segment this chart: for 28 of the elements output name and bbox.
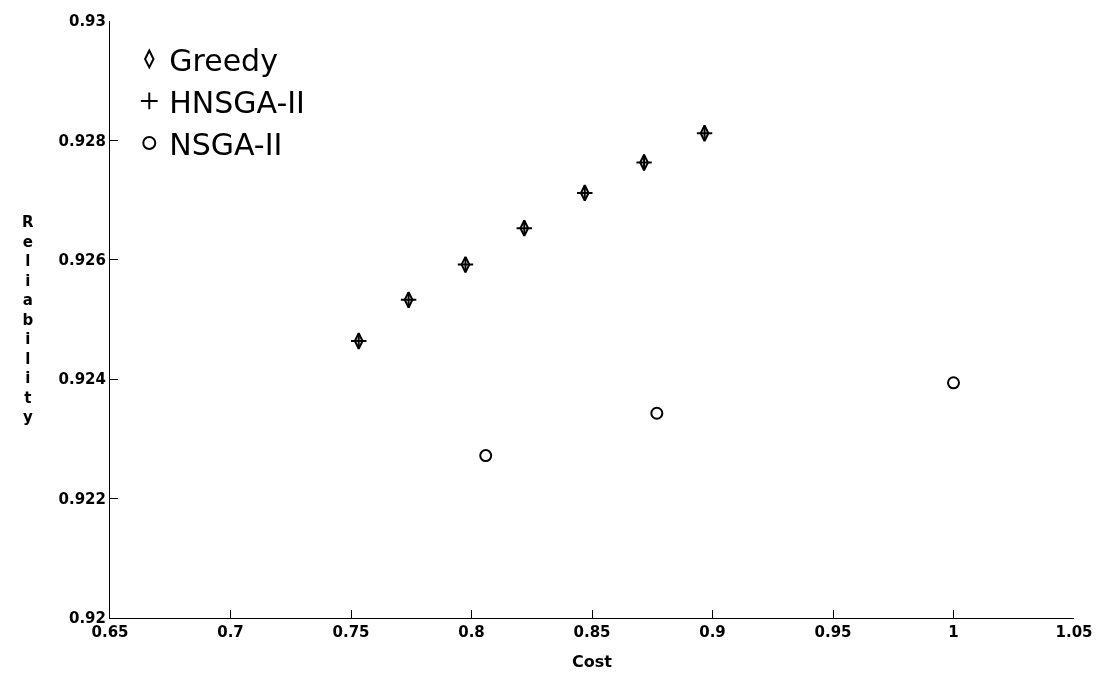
y-tick-label: 0.926 <box>58 251 106 270</box>
legend-label: NSGA-II <box>169 126 283 162</box>
x-tick-label: 0.75 <box>332 623 370 641</box>
y-tick-label: 0.922 <box>58 489 106 508</box>
point <box>576 184 594 202</box>
point <box>650 406 664 420</box>
legend-label: Greedy <box>169 42 278 78</box>
x-tick-label: 0.85 <box>573 623 611 641</box>
point <box>947 376 960 390</box>
point <box>479 449 493 463</box>
point <box>515 219 533 237</box>
x-tick-label: 1.05 <box>1055 623 1093 641</box>
point <box>695 124 714 142</box>
y-tick-label: 0.924 <box>58 370 106 389</box>
y-tick-label: 0.928 <box>58 131 106 150</box>
point <box>635 153 653 172</box>
point <box>456 255 475 274</box>
x-tick-label: 0.7 <box>217 623 244 641</box>
point <box>350 332 368 350</box>
x-tick-label: 1 <box>948 623 959 641</box>
x-axis-title: Cost <box>572 651 613 671</box>
x-tick-label: 0.95 <box>814 623 852 641</box>
y-tick-label: 0.93 <box>68 12 106 31</box>
point <box>399 291 418 309</box>
x-tick-label: 0.9 <box>699 623 726 641</box>
x-tick-label: 0.8 <box>458 623 485 641</box>
legend-label: HNSGA-II <box>169 84 305 120</box>
text: Reliability <box>22 213 34 426</box>
